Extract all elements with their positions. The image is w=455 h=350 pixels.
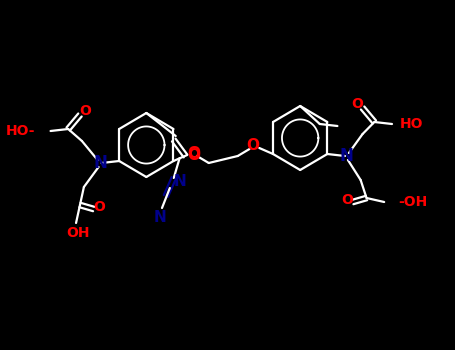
Text: O: O: [187, 148, 200, 163]
Text: HO-: HO-: [5, 124, 35, 138]
Text: O: O: [341, 193, 353, 207]
Text: O: O: [94, 200, 106, 214]
Text: O: O: [351, 97, 363, 111]
Text: N: N: [154, 210, 167, 225]
Text: N: N: [94, 154, 107, 172]
Text: -OH: -OH: [398, 195, 427, 209]
Text: O: O: [79, 104, 91, 118]
Text: HO: HO: [400, 117, 423, 131]
Text: OH: OH: [66, 226, 90, 240]
Text: O: O: [187, 146, 201, 161]
Text: N: N: [173, 175, 186, 189]
Text: N: N: [339, 147, 353, 165]
Text: O: O: [246, 139, 259, 154]
